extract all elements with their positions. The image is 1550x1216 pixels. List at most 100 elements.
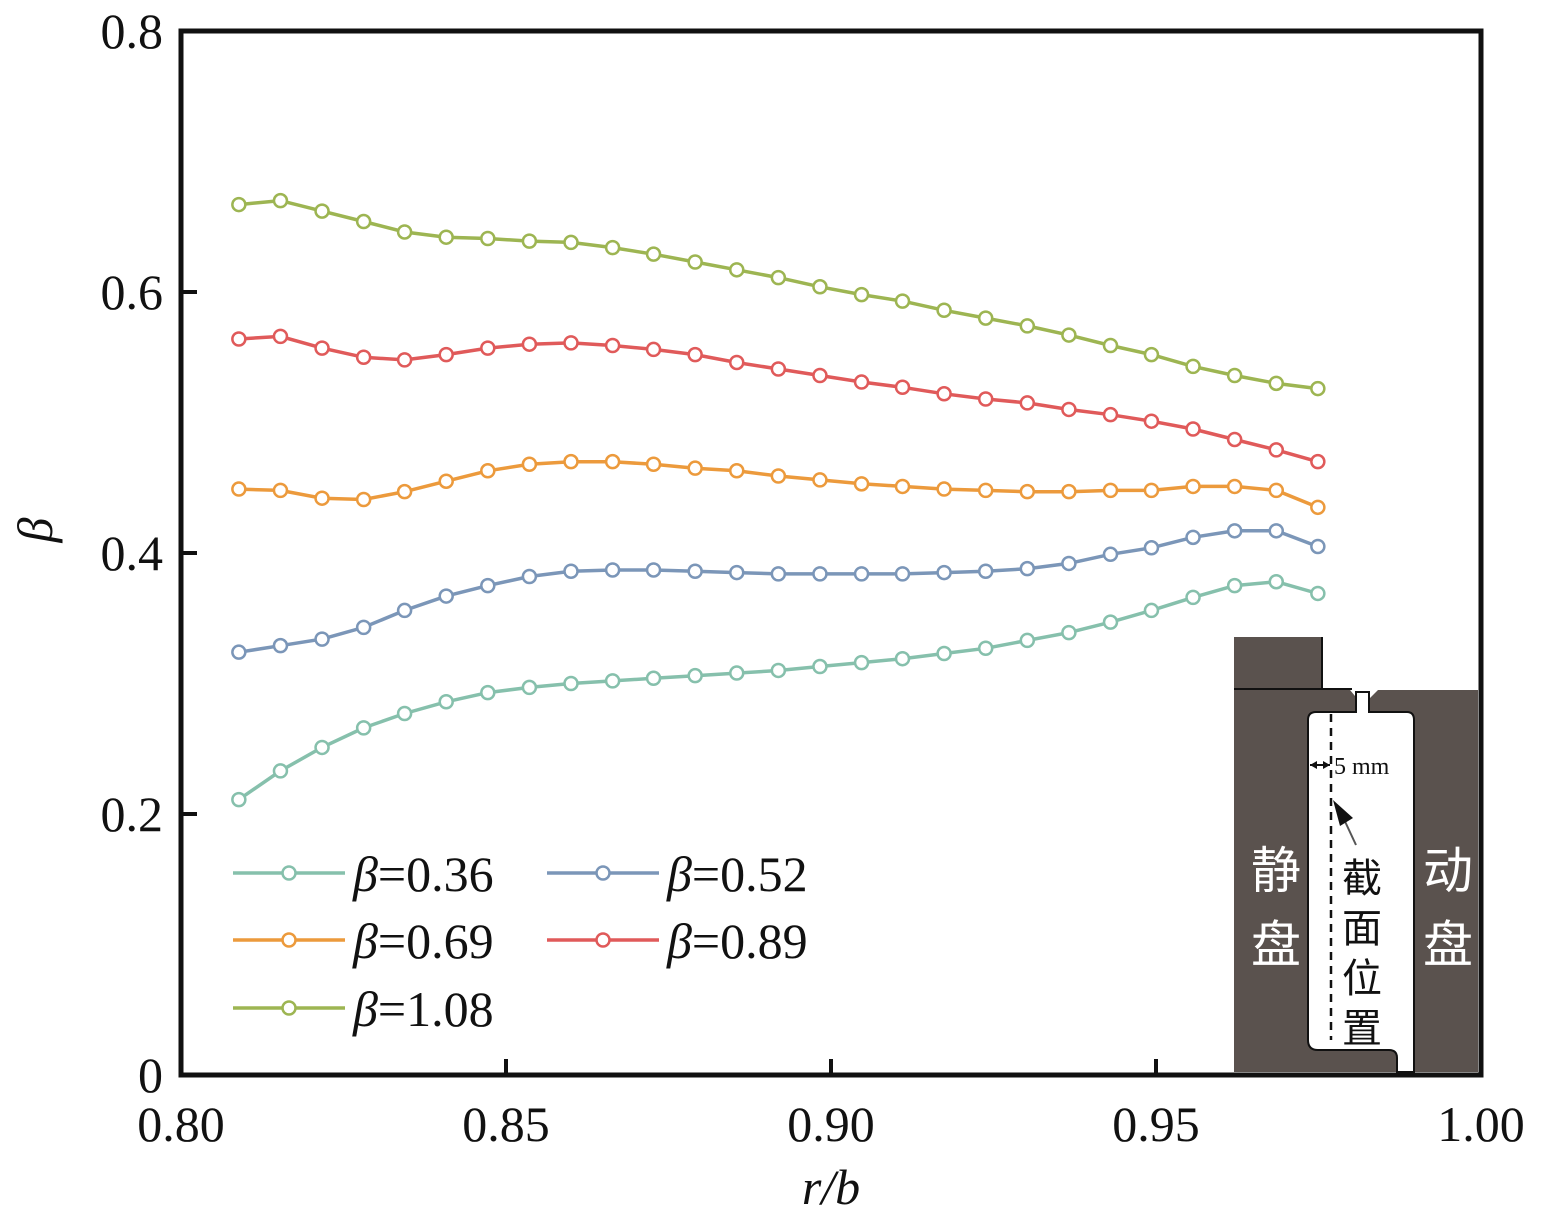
legend-symbol: β bbox=[352, 913, 378, 969]
inset-rotor-char-1: 动 bbox=[1423, 842, 1473, 900]
data-point bbox=[604, 673, 621, 689]
data-point bbox=[687, 563, 703, 580]
inset-section-char-1: 截 bbox=[1342, 856, 1382, 902]
legend-label: β=0.69 bbox=[352, 913, 494, 969]
data-point bbox=[977, 563, 994, 580]
data-point bbox=[314, 739, 330, 756]
data-point bbox=[604, 337, 621, 354]
data-point bbox=[438, 229, 454, 245]
data-point bbox=[770, 662, 787, 679]
legend-marker bbox=[281, 865, 297, 881]
data-point bbox=[977, 310, 994, 326]
data-point bbox=[396, 483, 413, 500]
data-point bbox=[1310, 585, 1326, 602]
data-point bbox=[1019, 318, 1036, 334]
data-point bbox=[1102, 482, 1119, 499]
data-point bbox=[231, 644, 247, 660]
inset-section-char-3: 位 bbox=[1342, 956, 1382, 1002]
data-point bbox=[729, 665, 745, 681]
data-point bbox=[231, 791, 247, 808]
data-point bbox=[1143, 602, 1160, 619]
series-β=1.08 bbox=[231, 192, 1326, 397]
data-point bbox=[936, 302, 952, 319]
data-point bbox=[314, 631, 330, 647]
legend-label: β=0.36 bbox=[352, 846, 494, 902]
data-point bbox=[812, 472, 828, 488]
legend-item: β=0.52 bbox=[547, 846, 808, 902]
data-point bbox=[1185, 478, 1201, 495]
inset-section-char-4: 置 bbox=[1342, 1006, 1382, 1052]
series-layer bbox=[231, 192, 1326, 808]
series-β=0.52 bbox=[231, 523, 1326, 660]
inset-dimension-label: 5 mm bbox=[1334, 754, 1390, 780]
data-point bbox=[977, 640, 994, 657]
data-point bbox=[314, 340, 330, 356]
legend-value: =1.08 bbox=[378, 981, 494, 1037]
legend: β=0.36 β=0.52β=0.69 β=0.89β=1.08 bbox=[233, 846, 808, 1037]
data-point bbox=[604, 239, 621, 256]
data-point bbox=[1102, 337, 1119, 354]
data-point bbox=[1185, 421, 1201, 437]
data-point bbox=[521, 568, 538, 585]
data-point bbox=[1226, 577, 1243, 594]
data-point bbox=[355, 619, 372, 636]
data-point bbox=[1143, 482, 1160, 499]
legend-value: =0.52 bbox=[692, 846, 808, 902]
data-point bbox=[314, 490, 330, 506]
legend-symbol: β bbox=[352, 846, 378, 902]
data-point bbox=[729, 463, 745, 479]
data-point bbox=[272, 482, 289, 499]
x-tick-label: 0.85 bbox=[462, 1096, 550, 1152]
inset-stator-char-1: 静 bbox=[1251, 842, 1301, 900]
data-point bbox=[1102, 546, 1119, 563]
legend-item: β=1.08 bbox=[233, 981, 494, 1037]
data-point bbox=[645, 246, 662, 262]
data-point bbox=[272, 637, 289, 654]
legend-symbol: β bbox=[666, 913, 692, 969]
data-point bbox=[1226, 523, 1243, 539]
data-point bbox=[645, 670, 662, 687]
data-point bbox=[770, 468, 787, 484]
data-point bbox=[770, 566, 787, 582]
inset-rotor-char-2: 盘 bbox=[1423, 916, 1473, 974]
data-point bbox=[645, 562, 662, 578]
data-point bbox=[645, 341, 662, 358]
data-point bbox=[1268, 442, 1284, 458]
data-point bbox=[1061, 624, 1077, 641]
data-point bbox=[521, 679, 538, 696]
data-point bbox=[521, 336, 538, 352]
data-point bbox=[563, 563, 579, 580]
data-point bbox=[563, 675, 579, 692]
data-point bbox=[396, 224, 413, 240]
data-point bbox=[1226, 431, 1243, 448]
data-point bbox=[438, 694, 454, 710]
data-point bbox=[604, 453, 621, 470]
arrow-pointer-icon bbox=[1333, 800, 1353, 826]
data-point bbox=[853, 286, 870, 303]
data-point bbox=[936, 481, 952, 497]
data-point bbox=[231, 481, 247, 497]
data-point bbox=[604, 562, 621, 578]
y-tick-label: 0.8 bbox=[101, 3, 164, 59]
data-point bbox=[563, 234, 579, 251]
x-tick-label: 0.90 bbox=[787, 1096, 875, 1152]
data-point bbox=[729, 262, 745, 278]
data-point bbox=[1310, 380, 1326, 397]
legend-symbol: β bbox=[666, 846, 692, 902]
inset-stator-char-2: 盘 bbox=[1251, 916, 1301, 974]
data-point bbox=[231, 196, 247, 213]
inset-schematic: 5 mm 静 盘 动 盘 截 面 位 置 bbox=[1234, 637, 1478, 1073]
x-axis-label: r/b bbox=[802, 1159, 860, 1215]
data-point bbox=[812, 367, 828, 384]
data-point bbox=[894, 478, 911, 495]
data-point bbox=[272, 192, 289, 209]
legend-marker bbox=[281, 932, 297, 948]
data-point bbox=[1310, 538, 1326, 555]
data-point bbox=[1061, 555, 1077, 572]
data-point bbox=[1061, 401, 1077, 418]
data-point bbox=[396, 705, 413, 722]
y-tick-label: 0.6 bbox=[101, 264, 164, 320]
data-point bbox=[355, 349, 372, 365]
data-point bbox=[355, 491, 372, 508]
